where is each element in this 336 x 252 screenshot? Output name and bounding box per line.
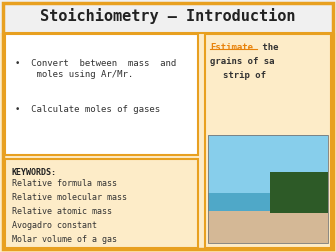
FancyBboxPatch shape [270, 172, 328, 213]
Text: strip of: strip of [223, 71, 266, 80]
Text: Relative atomic mass: Relative atomic mass [12, 207, 112, 216]
Text: grains of sa: grains of sa [210, 57, 275, 67]
FancyBboxPatch shape [5, 34, 198, 155]
FancyBboxPatch shape [208, 135, 328, 198]
Text: Relative molecular mass: Relative molecular mass [12, 193, 127, 202]
Text: Molar volume of a gas: Molar volume of a gas [12, 235, 117, 244]
Text: •  Calculate moles of gases: • Calculate moles of gases [15, 105, 160, 114]
FancyBboxPatch shape [208, 211, 328, 243]
Text: the: the [257, 43, 279, 52]
FancyBboxPatch shape [0, 0, 336, 33]
FancyBboxPatch shape [208, 193, 328, 213]
Text: •  Convert  between  mass  and
    moles using Ar/Mr.: • Convert between mass and moles using A… [15, 59, 176, 79]
Text: Stoichiometry – Introduction: Stoichiometry – Introduction [40, 8, 296, 24]
Text: Estimate: Estimate [210, 43, 253, 52]
FancyBboxPatch shape [5, 159, 198, 248]
Text: Relative formula mass: Relative formula mass [12, 179, 117, 188]
Text: KEYWORDS:: KEYWORDS: [12, 168, 57, 177]
FancyBboxPatch shape [205, 34, 331, 248]
Text: Avogadro constant: Avogadro constant [12, 221, 97, 230]
